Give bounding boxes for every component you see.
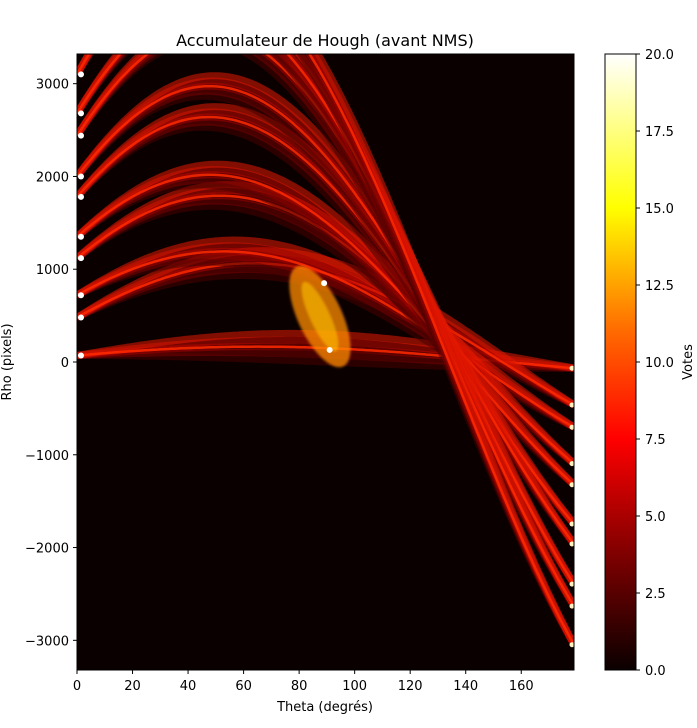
sinusoid-core (77, 54, 574, 607)
sinusoid-peak-right (569, 402, 574, 408)
x-axis-label: Theta (degrés) (276, 700, 373, 715)
colorbar-tick-label: 17.5 (645, 125, 674, 140)
peak-cluster-bottom (326, 346, 333, 353)
sinusoid-peak-right (569, 424, 574, 430)
peak-cluster-top (321, 280, 328, 287)
sinusoid-band (77, 54, 574, 647)
sinusoid-peak-right (569, 461, 574, 467)
colorbar-gradient (604, 53, 637, 671)
colorbar-tick-label: 10.0 (645, 356, 674, 371)
colorbar-tick-label: 12.5 (645, 279, 674, 294)
sinusoid-peak-left (78, 71, 84, 78)
sinusoid-peak-left (78, 352, 84, 359)
sinusoid-peak-right (569, 581, 574, 587)
sinusoid-peak-left (78, 292, 84, 299)
sinusoid-band (77, 72, 574, 546)
colorbar-tick-label: 20.0 (645, 48, 674, 63)
colorbar-tick-label: 5.0 (645, 510, 666, 525)
y-axis-label: Rho (pixels) (0, 323, 15, 400)
colorbar-tick-label: 2.5 (645, 587, 666, 602)
sinusoid-peak-left (78, 314, 84, 321)
sinusoid-core (77, 84, 574, 545)
x-axis: 0 20 40 60 80 100 120 140 160 (73, 670, 534, 694)
y-tick-label: −3000 (25, 634, 69, 649)
y-tick-label: −1000 (25, 449, 69, 464)
sinusoid-band (77, 160, 574, 488)
sinusoid-peak-right (569, 365, 574, 371)
y-tick-label: 1000 (36, 263, 69, 278)
colorbar-tick-label: 0.0 (645, 664, 666, 679)
colorbar-label: Votes (681, 344, 696, 380)
plot-area (76, 53, 575, 671)
sinusoid-peak-right (569, 521, 574, 527)
sinusoid-peak-right (569, 482, 574, 488)
colorbar: 0.0 2.5 5.0 7.5 10.0 12.5 15.0 17.5 20.0 Votes (604, 48, 696, 679)
sinusoid-peak-left (78, 255, 84, 262)
x-tick-label: 60 (235, 679, 252, 694)
x-tick-label: 140 (453, 679, 478, 694)
y-tick-label: −2000 (25, 542, 69, 557)
y-tick-label: 0 (61, 356, 69, 371)
chart-title: Accumulateur de Hough (avant NMS) (176, 31, 474, 50)
y-axis: 3000 2000 1000 0 −1000 −2000 −3000 (25, 78, 77, 649)
y-tick-label: 2000 (36, 170, 69, 185)
sinusoid-peak-right (569, 642, 574, 648)
peak-cluster-core (301, 281, 339, 352)
sinusoid-peak-left (78, 110, 84, 117)
colorbar-ticks: 0.0 2.5 5.0 7.5 10.0 12.5 15.0 17.5 20.0 (636, 48, 674, 679)
sinusoid-peak-left (78, 193, 84, 200)
sinusoid-bundles (77, 54, 574, 648)
sinusoid-peak-right (569, 603, 574, 609)
x-tick-label: 40 (180, 679, 197, 694)
colorbar-tick-label: 15.0 (645, 202, 674, 217)
sinusoid-peak-left (78, 132, 84, 139)
x-tick-label: 80 (291, 679, 308, 694)
sinusoid-peak-right (569, 541, 574, 547)
x-tick-label: 100 (342, 679, 367, 694)
sinusoid-peak-left (78, 233, 84, 240)
colorbar-tick-label: 7.5 (645, 433, 666, 448)
x-tick-label: 20 (124, 679, 141, 694)
x-tick-label: 160 (509, 679, 534, 694)
x-tick-label: 120 (398, 679, 423, 694)
sinusoid-band (77, 236, 574, 430)
sinusoid-peak-left (78, 173, 84, 180)
sinusoid-core (77, 54, 574, 646)
y-tick-label: 3000 (36, 78, 69, 93)
x-tick-label: 0 (73, 679, 81, 694)
sinusoid-bundle (77, 54, 574, 648)
